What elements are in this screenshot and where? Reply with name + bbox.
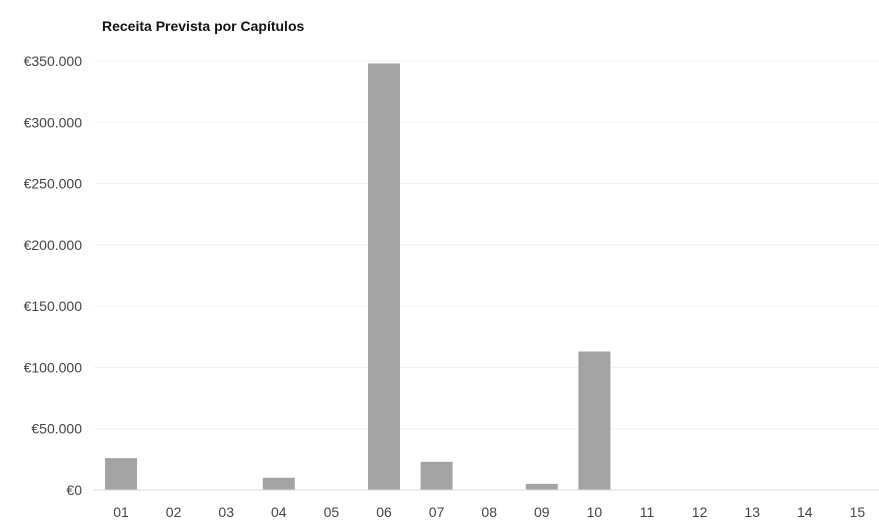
x-tick-label: 01 bbox=[113, 504, 129, 520]
bar-01[interactable] bbox=[105, 458, 137, 490]
y-tick-label: €50.000 bbox=[31, 421, 82, 437]
bar-04[interactable] bbox=[262, 477, 295, 490]
x-tick-label: 08 bbox=[481, 504, 497, 520]
y-tick-label: €100.000 bbox=[24, 359, 83, 375]
x-tick-label: 15 bbox=[850, 504, 866, 520]
y-tick-label: €0 bbox=[66, 482, 82, 498]
x-tick-label: 14 bbox=[797, 504, 813, 520]
x-tick-label: 02 bbox=[166, 504, 182, 520]
bars bbox=[105, 63, 611, 491]
bar-09[interactable] bbox=[525, 483, 558, 490]
bar-06[interactable] bbox=[368, 63, 400, 491]
y-tick-label: €150.000 bbox=[24, 298, 83, 314]
y-tick-label: €250.000 bbox=[24, 176, 83, 192]
x-tick-label: 11 bbox=[640, 504, 655, 520]
chart-title: Receita Prevista por Capítulos bbox=[102, 18, 305, 34]
x-tick-label: 09 bbox=[534, 504, 550, 520]
gridlines bbox=[94, 60, 879, 430]
x-tick-label: 10 bbox=[587, 504, 603, 520]
x-tick-label: 06 bbox=[376, 504, 392, 520]
x-tick-label: 13 bbox=[744, 504, 760, 520]
bar-10[interactable] bbox=[578, 351, 611, 490]
x-tick-label: 04 bbox=[271, 504, 287, 520]
x-tick-label: 07 bbox=[429, 504, 445, 520]
y-tick-label: €200.000 bbox=[24, 237, 83, 253]
y-tick-label: €350.000 bbox=[24, 53, 83, 69]
y-axis: €0 €50.000 €100.000 €150.000 €200.000 €250.00… bbox=[24, 53, 83, 498]
x-tick-label: 05 bbox=[324, 504, 340, 520]
x-axis: 01 02 03 04 05 06 07 08 09 10 11 12 13 14 15 bbox=[94, 489, 879, 520]
bar-07[interactable] bbox=[420, 461, 453, 490]
y-tick-label: €300.000 bbox=[24, 114, 83, 130]
x-tick-label: 03 bbox=[218, 504, 234, 520]
x-tick-label: 12 bbox=[692, 504, 708, 520]
